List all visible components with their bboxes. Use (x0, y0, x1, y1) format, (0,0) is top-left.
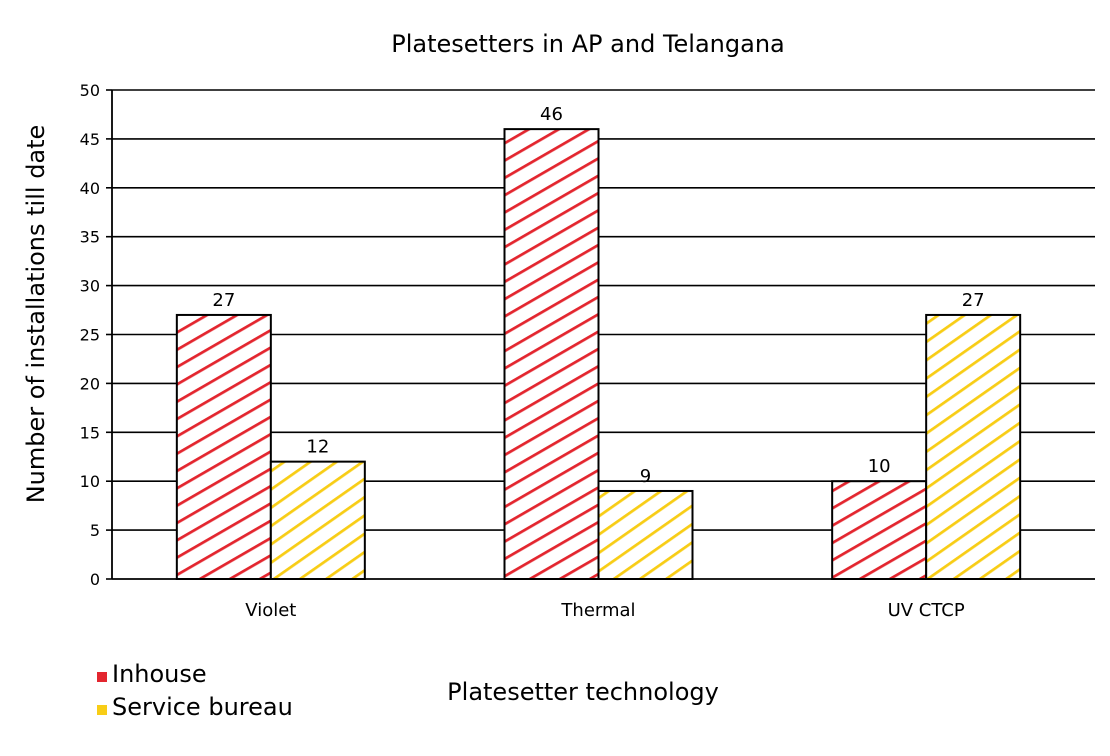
y-tick-label-0: 0 (90, 570, 100, 589)
x-tick-label-thermal: Thermal (560, 600, 635, 621)
x-tick-label-violet: Violet (245, 600, 296, 621)
y-tick-label-50: 50 (80, 81, 100, 100)
legend-label-service-bureau: Service bureau (112, 693, 293, 721)
bar-thermal-inhouse (503, 128, 600, 580)
y-tick-label-15: 15 (80, 423, 100, 442)
legend-label-inhouse: Inhouse (112, 660, 207, 688)
data-labels: 27 12 46 9 10 27 (212, 104, 984, 487)
data-label-thermal-service-bureau: 9 (640, 466, 651, 487)
axes: 0 5 10 15 20 25 30 35 40 45 50 Violet Thermal UV CTCP (80, 81, 1095, 621)
y-axis-title: Number of installations till date (22, 125, 50, 504)
y-tick-label-45: 45 (80, 130, 100, 149)
legend-swatch-service-bureau (97, 705, 107, 715)
bar-violet-inhouse (175, 313, 272, 580)
bars (175, 128, 1022, 581)
y-tick-label-35: 35 (80, 228, 100, 247)
data-label-violet-service-bureau: 12 (306, 437, 329, 458)
data-label-violet-inhouse: 27 (212, 290, 235, 311)
bar-violet-service-bureau (269, 460, 366, 581)
x-axis-title: Platesetter technology (447, 678, 719, 706)
y-tick-label-25: 25 (80, 326, 100, 345)
y-tick-label-20: 20 (80, 374, 100, 393)
x-tick-label-uv-ctcp: UV CTCP (888, 600, 965, 621)
chart-title: Platesetters in AP and Telangana (391, 30, 784, 58)
data-label-thermal-inhouse: 46 (540, 104, 563, 125)
y-tick-label-30: 30 (80, 277, 100, 296)
data-label-uv-ctcp-inhouse: 10 (868, 456, 891, 477)
bar-thermal-service-bureau (597, 489, 694, 581)
bar-uv-ctcp-inhouse (831, 480, 928, 581)
data-label-uv-ctcp-service-bureau: 27 (962, 290, 985, 311)
y-tick-label-5: 5 (90, 521, 100, 540)
legend: Inhouse Service bureau (97, 660, 293, 721)
bar-uv-ctcp-service-bureau (925, 313, 1022, 580)
legend-swatch-inhouse (97, 672, 107, 682)
y-tick-label-40: 40 (80, 179, 100, 198)
y-tick-label-10: 10 (80, 472, 100, 491)
